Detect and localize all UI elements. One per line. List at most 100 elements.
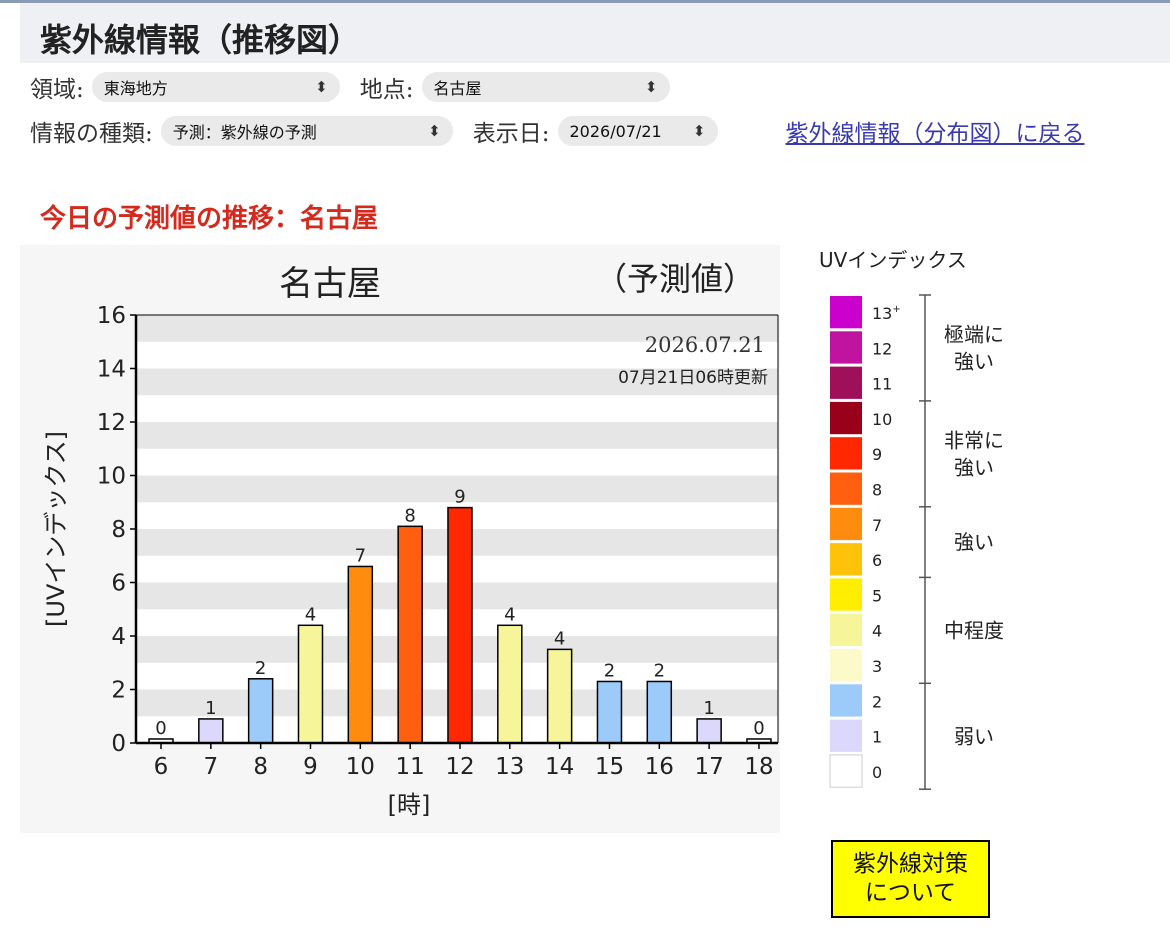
info-type-label: 情報の種類: (30, 121, 153, 147)
legend-level-label: 10 (872, 410, 892, 429)
date-label: 表示日: (472, 121, 550, 147)
legend-level-label: 11 (872, 375, 892, 394)
x-tick-label: 17 (694, 754, 723, 780)
x-tick-label: 6 (154, 754, 169, 780)
y-tick-label: 2 (111, 678, 126, 704)
bar-value-label: 1 (703, 698, 714, 719)
legend-swatch (830, 437, 862, 470)
back-to-map-link[interactable]: 紫外線情報（分布図）に戻る (785, 121, 1085, 147)
bar-value-label: 2 (604, 660, 615, 681)
legend-level-label: 5 (872, 586, 882, 605)
form-row-location: 領域: 東海地方 ⬍ 地点: 名古屋 ⬍ (30, 70, 690, 104)
legend-swatch (830, 401, 862, 435)
legend-swatch (829, 754, 863, 788)
legend-group-label: 強い (954, 455, 994, 479)
page-title: 紫外線情報（推移図） (40, 21, 361, 59)
legend-level-label: 3 (872, 657, 882, 676)
bar-value-label: 7 (355, 545, 366, 566)
uv-measures-line2: について (864, 880, 957, 906)
title-bar: 紫外線情報（推移図） (20, 3, 1170, 63)
bar (546, 648, 573, 744)
bar-value-label: 8 (404, 505, 415, 526)
legend-level-label: 4 (872, 622, 882, 641)
x-axis-label: [時] (388, 791, 431, 819)
y-tick-label: 12 (97, 410, 126, 436)
x-tick-label: 18 (744, 754, 773, 780)
chart-update-time: 07月21日06時更新 (618, 368, 768, 388)
section-title: 今日の予測値の推移：名古屋 (40, 204, 379, 234)
legend-swatch (830, 296, 862, 329)
chevron-updown-icon: ⬍ (428, 122, 441, 140)
legend-level-label: 6 (872, 551, 882, 570)
legend-level-label: 12 (872, 339, 892, 358)
bar (497, 624, 523, 744)
legend-level-label: 1 (872, 728, 882, 747)
legend-swatch (830, 507, 862, 541)
legend-swatch (830, 366, 862, 399)
x-tick-label: 10 (346, 754, 375, 780)
uv-measures-button[interactable]: 紫外線対策 について (831, 840, 990, 918)
legend-group-label: 強い (954, 349, 994, 373)
legend-swatch (830, 649, 862, 682)
bar-value-label: 4 (305, 604, 316, 625)
legend-group-label: 中程度 (944, 618, 1004, 642)
y-tick-label: 6 (111, 571, 126, 597)
region-label: 領域: (30, 77, 84, 103)
bar (447, 506, 473, 744)
bar (198, 718, 224, 744)
bar-value-label: 2 (255, 658, 266, 679)
legend-group-label: 弱い (954, 724, 994, 748)
x-tick-label: 15 (595, 754, 624, 780)
bar (596, 680, 623, 744)
legend-swatch (830, 543, 862, 576)
region-select-value: 東海地方 (103, 79, 168, 98)
chart-subtitle: （予測値） (595, 260, 755, 298)
info-type-select[interactable]: 予測：紫外線の予測 ⬍ (160, 116, 453, 146)
x-tick-label: 7 (204, 754, 219, 780)
bar (297, 624, 324, 744)
chevron-updown-icon: ⬍ (644, 78, 658, 96)
legend-swatch (830, 684, 862, 717)
bar-value-label: 4 (554, 628, 565, 649)
bar-value-label: 1 (205, 698, 216, 719)
point-select[interactable]: 名古屋 ⬍ (421, 72, 670, 102)
grid-band (136, 422, 778, 449)
bar-value-label: 0 (753, 718, 764, 739)
date-select-value: 2026/07/21 (569, 121, 662, 141)
legend-group-label: 極端に (944, 322, 1004, 346)
chart-date: 2026.07.21 (645, 333, 765, 357)
info-type-select-value: 予測：紫外線の予測 (172, 123, 317, 142)
top-rule (0, 0, 1170, 3)
bar (347, 565, 374, 744)
y-tick-label: 4 (111, 624, 126, 650)
x-tick-label: 8 (253, 754, 268, 780)
y-tick-label: 8 (111, 517, 126, 543)
legend-level-label: 2 (872, 692, 882, 711)
x-tick-label: 14 (545, 754, 574, 780)
legend-group-label: 非常に (944, 428, 1004, 452)
grid-band (136, 475, 778, 503)
point-select-value: 名古屋 (433, 79, 482, 98)
region-select[interactable]: 東海地方 ⬍ (91, 72, 340, 102)
y-axis-label: [UVインデックス] (42, 431, 70, 627)
grid-band (136, 315, 778, 342)
grid-band (136, 368, 778, 396)
bar-value-label: 0 (155, 718, 166, 739)
uv-measures-line1: 紫外線対策 (853, 851, 968, 878)
legend-title: UVインデックス (819, 248, 967, 272)
form-row-info: 情報の種類: 予測：紫外線の予測 ⬍ 表示日: 2026/07/21 ⬍ 紫外線… (30, 114, 1085, 148)
date-select[interactable]: 2026/07/21 ⬍ (557, 116, 718, 146)
legend-swatch (830, 613, 862, 646)
x-tick-label: 13 (495, 754, 524, 780)
chevron-updown-icon: ⬍ (315, 78, 328, 96)
bar (696, 718, 722, 744)
bar-value-label: 4 (504, 604, 515, 625)
legend-level-label: 7 (872, 516, 882, 535)
bar (646, 680, 673, 744)
